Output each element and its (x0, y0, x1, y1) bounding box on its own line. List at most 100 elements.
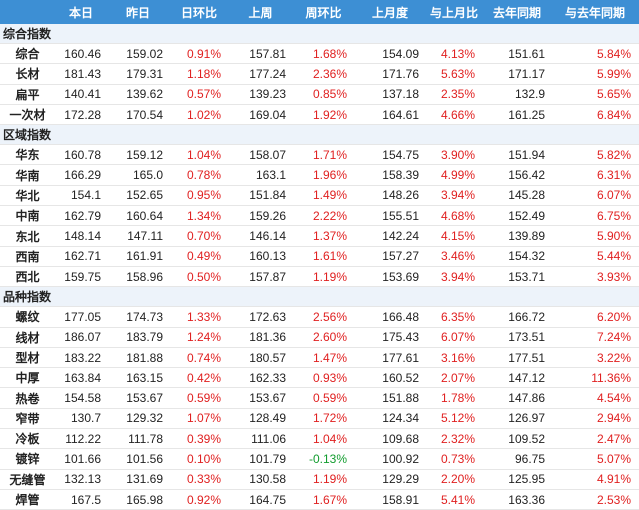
table-row: 华东 160.78 159.12 1.04% 158.07 1.71% 154.75 3.90… (0, 144, 639, 166)
percent-change-cell: 2.22% (292, 205, 355, 227)
percent-change-cell: 0.50% (169, 266, 229, 288)
index-value-cell: 142.24 (355, 225, 425, 247)
row-name-cell: 冷板 (0, 428, 55, 450)
index-value-cell: 170.54 (107, 104, 169, 126)
row-name-cell: 型材 (0, 347, 55, 369)
percent-change-cell: 5.65% (551, 84, 639, 105)
index-value-cell: 148.26 (355, 185, 425, 207)
percent-change-cell: 4.54% (551, 387, 639, 409)
index-value-cell: 158.39 (355, 164, 425, 186)
section-header-row: 品种指数 (0, 286, 639, 308)
percent-change-cell: 4.91% (551, 469, 639, 490)
index-value-cell: 129.29 (355, 469, 425, 490)
index-value-cell: 158.07 (229, 144, 292, 166)
index-value-cell: 139.23 (229, 84, 292, 105)
index-value-cell: 177.51 (483, 347, 551, 369)
index-value-cell: 154.09 (355, 43, 425, 65)
row-name-cell: 中厚 (0, 367, 55, 389)
percent-change-cell: 0.70% (169, 225, 229, 247)
header-cell-yesterday[interactable]: 昨日 (107, 0, 169, 24)
index-value-cell: 171.76 (355, 63, 425, 85)
index-value-cell: 161.91 (107, 246, 169, 267)
index-value-cell: 159.12 (107, 144, 169, 166)
index-value-cell: 153.71 (483, 266, 551, 288)
table-header: 本日 昨日 日环比 上周 周环比 上月度 与上月比 去年同期 与去年同期 (0, 0, 639, 24)
row-name-cell: 中南 (0, 205, 55, 227)
percent-change-cell: 3.90% (425, 144, 483, 166)
percent-change-cell: 1.72% (292, 408, 355, 430)
index-value-cell: 159.26 (229, 205, 292, 227)
row-name-cell: 西南 (0, 246, 55, 267)
index-value-cell: 181.43 (55, 63, 107, 85)
percent-change-cell: 2.20% (425, 469, 483, 490)
percent-change-cell: 2.36% (292, 63, 355, 85)
index-value-cell: 162.79 (55, 205, 107, 227)
percent-change-cell: 1.68% (292, 43, 355, 65)
percent-change-cell: 0.39% (169, 428, 229, 450)
index-value-cell: 177.61 (355, 347, 425, 369)
index-value-cell: 157.27 (355, 246, 425, 267)
index-value-cell: 163.36 (483, 489, 551, 510)
row-name-cell: 长材 (0, 63, 55, 85)
percent-change-cell: 0.85% (292, 84, 355, 105)
index-value-cell: 112.22 (55, 428, 107, 450)
percent-change-cell: 0.49% (169, 246, 229, 267)
percent-change-cell: 0.92% (169, 489, 229, 510)
percent-change-cell: 1.34% (169, 205, 229, 227)
header-cell-last-year[interactable]: 去年同期 (483, 0, 551, 24)
table-body: 综合指数 综合 160.46 159.02 0.91% 157.81 1.68% 154.09… (0, 24, 639, 510)
percent-change-cell: 2.35% (425, 84, 483, 105)
index-value-cell: 152.65 (107, 185, 169, 207)
percent-change-cell: 0.59% (169, 387, 229, 409)
index-value-cell: 174.73 (107, 306, 169, 328)
row-name-cell: 热卷 (0, 387, 55, 409)
index-value-cell: 161.25 (483, 104, 551, 126)
index-value-cell: 96.75 (483, 448, 551, 470)
percent-change-cell: 1.78% (425, 387, 483, 409)
percent-change-cell: 5.44% (551, 246, 639, 267)
row-name-cell: 线材 (0, 327, 55, 348)
index-value-cell: 165.98 (107, 489, 169, 510)
table-row: 中南 162.79 160.64 1.34% 159.26 2.22% 155.51 4.68… (0, 205, 639, 227)
index-value-cell: 154.1 (55, 185, 107, 207)
index-value-cell: 160.52 (355, 367, 425, 389)
percent-change-cell: 1.37% (292, 225, 355, 247)
percent-change-cell: 0.59% (292, 387, 355, 409)
index-value-cell: 162.33 (229, 367, 292, 389)
index-value-cell: 131.69 (107, 469, 169, 490)
index-value-cell: 158.91 (355, 489, 425, 510)
row-name-cell: 综合 (0, 43, 55, 65)
percent-change-cell: 2.07% (425, 367, 483, 389)
index-value-cell: 162.71 (55, 246, 107, 267)
percent-change-cell: 3.94% (425, 185, 483, 207)
table-row: 长材 181.43 179.31 1.18% 177.24 2.36% 171.76 5.63… (0, 63, 639, 85)
header-cell-day-change[interactable]: 日环比 (169, 0, 229, 24)
index-value-cell: 181.88 (107, 347, 169, 369)
header-cell-week-change[interactable]: 周环比 (292, 0, 355, 24)
row-name-cell: 华南 (0, 164, 55, 186)
index-value-cell: 124.34 (355, 408, 425, 430)
index-value-cell: 171.17 (483, 63, 551, 85)
header-cell-last-week[interactable]: 上周 (229, 0, 292, 24)
index-value-cell: 158.96 (107, 266, 169, 288)
percent-change-cell: 2.47% (551, 428, 639, 450)
percent-change-cell: 4.15% (425, 225, 483, 247)
table-row: 扁平 140.41 139.62 0.57% 139.23 0.85% 137.18 2.35… (0, 84, 639, 105)
percent-change-cell: 1.04% (169, 144, 229, 166)
percent-change-cell: 1.04% (292, 428, 355, 450)
header-cell-month-change[interactable]: 与上月比 (425, 0, 483, 24)
index-value-cell: 111.06 (229, 428, 292, 450)
section-title: 区域指数 (0, 124, 639, 146)
percent-change-cell: 1.02% (169, 104, 229, 126)
header-cell-last-month[interactable]: 上月度 (355, 0, 425, 24)
index-value-cell: 147.11 (107, 225, 169, 247)
index-value-cell: 172.63 (229, 306, 292, 328)
index-value-cell: 151.61 (483, 43, 551, 65)
percent-change-cell: 1.18% (169, 63, 229, 85)
index-value-cell: 157.87 (229, 266, 292, 288)
row-name-cell: 螺纹 (0, 306, 55, 328)
header-cell-year-change[interactable]: 与去年同期 (551, 0, 639, 24)
header-cell-today[interactable]: 本日 (55, 0, 107, 24)
index-value-cell: 177.24 (229, 63, 292, 85)
